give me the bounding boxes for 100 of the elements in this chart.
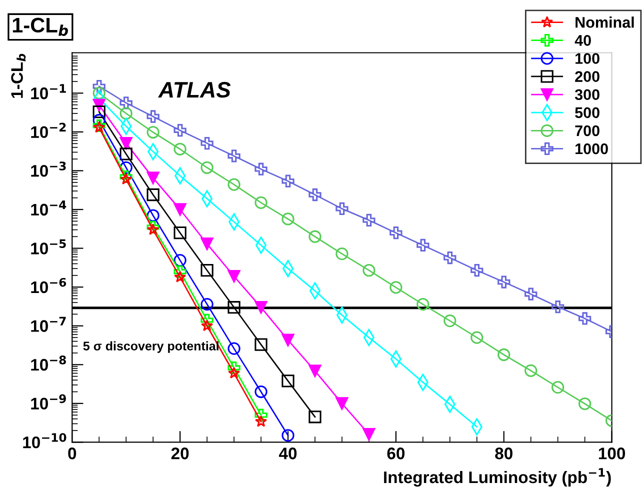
point bbox=[146, 110, 160, 123]
point bbox=[120, 107, 132, 120]
point bbox=[92, 114, 106, 127]
point bbox=[174, 265, 186, 278]
point bbox=[578, 312, 592, 325]
point bbox=[308, 230, 322, 243]
point bbox=[254, 415, 268, 427]
point bbox=[416, 238, 430, 252]
point bbox=[120, 136, 132, 150]
y-tick-label: 10$^{−2}$ bbox=[31, 122, 66, 138]
y-tick-label: 10$^{−9}$ bbox=[31, 394, 66, 410]
x-axis-title: Integrated Luminosity (pb$^{−1}$) bbox=[384, 468, 611, 487]
point bbox=[146, 209, 160, 222]
point bbox=[498, 348, 510, 362]
point bbox=[254, 338, 268, 351]
point bbox=[524, 364, 538, 377]
point bbox=[336, 248, 348, 260]
legend-label: 40 bbox=[574, 35, 591, 46]
y-tick-label: 10$^{−8}$ bbox=[31, 356, 66, 371]
point bbox=[336, 202, 348, 215]
point bbox=[200, 314, 214, 327]
point bbox=[200, 298, 214, 311]
point bbox=[200, 238, 214, 250]
point bbox=[308, 410, 322, 424]
point bbox=[228, 342, 240, 355]
x-tick-label: 40 bbox=[278, 448, 297, 460]
point bbox=[228, 270, 240, 283]
y-tick-label: 10$^{−1}$ bbox=[31, 84, 66, 100]
point bbox=[146, 172, 160, 184]
point bbox=[200, 136, 214, 150]
point bbox=[228, 361, 240, 374]
point bbox=[228, 178, 240, 191]
point bbox=[282, 429, 294, 442]
point bbox=[282, 334, 294, 346]
point bbox=[308, 364, 322, 378]
x-tick-label: 80 bbox=[495, 448, 512, 460]
point bbox=[120, 161, 132, 174]
x-tick-label: 60 bbox=[387, 448, 405, 460]
y-tick-label: 10$^{−6}$ bbox=[31, 278, 66, 294]
point bbox=[336, 397, 348, 410]
point bbox=[578, 397, 592, 410]
point bbox=[362, 428, 376, 441]
point bbox=[254, 385, 268, 398]
point bbox=[444, 251, 456, 264]
x-tick-label: 0 bbox=[68, 448, 76, 460]
point bbox=[174, 124, 186, 137]
point bbox=[200, 264, 214, 277]
point bbox=[552, 300, 564, 314]
point bbox=[92, 106, 106, 118]
y-axis-title: 1-CL$_{b}$ bbox=[11, 54, 26, 98]
chart-title: 1-CL$_{b}$ bbox=[12, 18, 68, 36]
annotation: ATLAS bbox=[158, 82, 231, 98]
point bbox=[120, 148, 132, 160]
point bbox=[228, 150, 240, 162]
point bbox=[390, 226, 402, 240]
point bbox=[174, 254, 186, 267]
x-tick-label: 100 bbox=[598, 448, 626, 460]
point bbox=[92, 86, 106, 100]
point bbox=[254, 408, 268, 422]
legend-label: 1000 bbox=[576, 143, 608, 154]
point bbox=[174, 270, 186, 282]
point bbox=[174, 142, 186, 156]
point bbox=[120, 173, 132, 185]
y-tick-label: 10$^{−10}$ bbox=[23, 433, 66, 448]
legend-label: 700 bbox=[575, 125, 600, 136]
point bbox=[308, 188, 322, 202]
legend-label: 200 bbox=[575, 71, 600, 82]
point bbox=[174, 203, 186, 216]
point bbox=[254, 162, 268, 176]
y-tick-label: 10$^{−3}$ bbox=[31, 162, 66, 177]
point bbox=[552, 381, 564, 394]
point bbox=[282, 212, 294, 226]
point bbox=[254, 301, 268, 314]
point bbox=[120, 170, 132, 184]
legend-label: 300 bbox=[574, 89, 600, 100]
legend-label: 500 bbox=[575, 107, 600, 118]
y-tick-label: 10$^{−7}$ bbox=[31, 316, 66, 332]
point bbox=[92, 80, 106, 93]
point bbox=[120, 96, 132, 110]
point bbox=[498, 276, 510, 288]
point bbox=[362, 214, 376, 227]
legend-label: 100 bbox=[576, 53, 600, 64]
point bbox=[362, 264, 376, 277]
point bbox=[524, 288, 538, 300]
point bbox=[470, 331, 484, 344]
point bbox=[146, 188, 160, 202]
point bbox=[254, 196, 268, 209]
point bbox=[200, 161, 214, 174]
point bbox=[228, 301, 240, 314]
y-tick-label: 10$^{−5}$ bbox=[31, 239, 66, 254]
point bbox=[146, 220, 160, 234]
point bbox=[200, 320, 214, 332]
legend-label: Nominal bbox=[576, 16, 634, 28]
point bbox=[282, 374, 294, 388]
point bbox=[390, 281, 402, 294]
point bbox=[147, 223, 160, 236]
point bbox=[146, 126, 160, 139]
point bbox=[228, 366, 240, 379]
y-tick-label: 10$^{−4}$ bbox=[31, 200, 66, 216]
point bbox=[282, 174, 294, 188]
